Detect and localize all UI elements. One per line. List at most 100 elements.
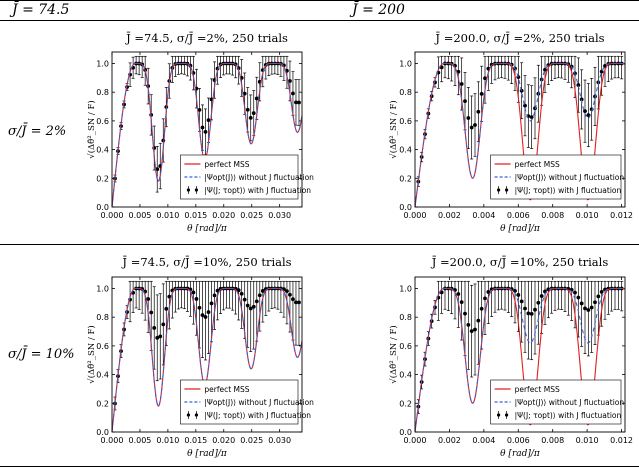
- x-tick-label: 0.010: [576, 436, 599, 445]
- x-tick-label: 0.025: [240, 436, 263, 445]
- mean-marker: [291, 297, 295, 302]
- mean-marker: [294, 300, 298, 305]
- mean-marker: [533, 307, 537, 312]
- x-tick-label: 0.020: [212, 436, 235, 445]
- mean-marker: [291, 91, 295, 96]
- y-tick-label: 0.8: [399, 313, 412, 322]
- legend-label-perfect: perfect MSS: [515, 160, 560, 169]
- row-header-2pct: σ/J̄ = 2%: [8, 124, 67, 139]
- x-axis-label: θ [rad]/π: [187, 449, 228, 459]
- mean-marker: [469, 125, 474, 130]
- legend-box: [490, 379, 622, 425]
- mean-marker: [203, 129, 208, 134]
- legend-label-with: |Ψ(J; τopt)⟩ with J fluctuation: [515, 186, 622, 195]
- chart-title: J̄ =200.0, σ/J̄ =2%, 250 trials: [434, 31, 604, 45]
- y-tick-label: 1.0: [399, 59, 412, 68]
- mean-marker: [583, 109, 587, 114]
- mean-marker: [513, 288, 517, 293]
- y-tick-label: 0.0: [96, 428, 109, 437]
- row-divider-rule: [0, 244, 639, 245]
- y-tick-label: 1.0: [96, 59, 109, 68]
- x-tick-label: 0.005: [128, 211, 151, 220]
- mean-marker: [242, 297, 247, 302]
- mean-marker: [242, 91, 247, 96]
- mean-marker: [209, 301, 214, 306]
- y-tick-label: 0.8: [96, 88, 109, 97]
- mean-marker: [536, 300, 541, 305]
- mean-marker: [463, 99, 467, 104]
- y-tick-label: 0.0: [399, 428, 412, 437]
- mean-marker: [543, 67, 547, 72]
- mean-marker: [523, 103, 527, 108]
- mean-marker: [466, 322, 471, 327]
- mean-marker: [573, 290, 577, 295]
- series-line-without-fluctuation: [414, 287, 626, 433]
- x-tick-label: 0.004: [472, 211, 495, 220]
- mean-marker: [200, 125, 205, 130]
- mean-marker: [251, 304, 256, 309]
- mean-marker: [206, 118, 211, 123]
- mean-marker: [233, 286, 238, 291]
- y-tick-label: 1.0: [399, 284, 412, 293]
- mean-marker: [218, 286, 223, 291]
- mean-marker: [583, 306, 587, 311]
- mean-marker: [251, 111, 256, 116]
- y-tick-label: 0.2: [399, 174, 412, 183]
- mean-marker: [155, 335, 160, 340]
- mean-marker: [469, 329, 474, 334]
- x-tick-label: 0.000: [404, 211, 427, 220]
- plot-frame: [414, 276, 626, 433]
- mean-marker: [149, 310, 154, 315]
- legend-label-with: |Ψ(J; τopt)⟩ with J fluctuation: [204, 186, 311, 195]
- x-tick-label: 0.030: [268, 211, 291, 220]
- mean-marker: [167, 294, 172, 299]
- mean-marker: [285, 289, 289, 293]
- mean-marker: [158, 334, 163, 339]
- mean-marker: [466, 116, 471, 120]
- mean-marker: [288, 292, 292, 297]
- chart-title: J̄ =74.5, σ/J̄ =10%, 250 trials: [121, 255, 291, 269]
- plot-frame: [111, 51, 303, 208]
- mean-marker: [155, 167, 160, 172]
- mean-marker: [146, 297, 151, 301]
- y-axis-label: √(Δθ̂²_SN / F): [388, 325, 399, 383]
- x-tick-label: 0.008: [541, 436, 564, 445]
- mean-marker: [489, 62, 494, 67]
- mean-marker: [297, 300, 301, 305]
- y-tick-label: 0.0: [399, 203, 412, 212]
- x-tick-label: 0.006: [507, 211, 530, 220]
- x-tick-label: 0.010: [156, 211, 179, 220]
- mean-marker: [526, 311, 531, 316]
- mean-marker: [288, 79, 292, 83]
- mean-marker: [260, 289, 265, 293]
- mean-marker: [473, 123, 477, 127]
- legend-label-perfect: perfect MSS: [204, 160, 249, 169]
- x-tick-label: 0.015: [184, 436, 207, 445]
- mean-marker: [483, 296, 487, 301]
- x-tick-label: 0.008: [541, 211, 564, 220]
- mean-marker: [523, 306, 527, 311]
- y-axis-label: √(Δθ̂²_SN / F): [86, 325, 97, 383]
- x-axis-label: θ [rad]/π: [500, 449, 541, 459]
- x-axis-label: θ [rad]/π: [500, 224, 541, 234]
- mean-marker: [593, 300, 597, 305]
- x-tick-label: 0.010: [156, 436, 179, 445]
- y-tick-label: 0.8: [96, 313, 109, 322]
- series-line-without-fluctuation: [111, 287, 303, 433]
- x-tick-label: 0.010: [576, 211, 599, 220]
- y-tick-label: 0.2: [399, 399, 412, 408]
- x-tick-label: 0.000: [101, 211, 124, 220]
- mean-marker: [197, 305, 202, 310]
- mean-marker: [206, 310, 211, 315]
- y-axis-label: √(Δθ̂²_SN / F): [86, 100, 97, 158]
- mean-marker: [212, 293, 217, 298]
- mean-marker: [245, 303, 250, 308]
- row-header-10pct: σ/J̄ = 10%: [8, 347, 75, 362]
- chart-title: J̄ =200.0, σ/J̄ =10%, 250 trials: [431, 255, 609, 269]
- y-tick-label: 0.6: [399, 342, 412, 351]
- mean-marker: [586, 308, 591, 312]
- mean-marker: [459, 82, 464, 86]
- mean-marker: [529, 115, 534, 120]
- y-axis-label: √(Δθ̂²_SN / F): [388, 100, 399, 158]
- x-tick-label: 0.000: [101, 436, 124, 445]
